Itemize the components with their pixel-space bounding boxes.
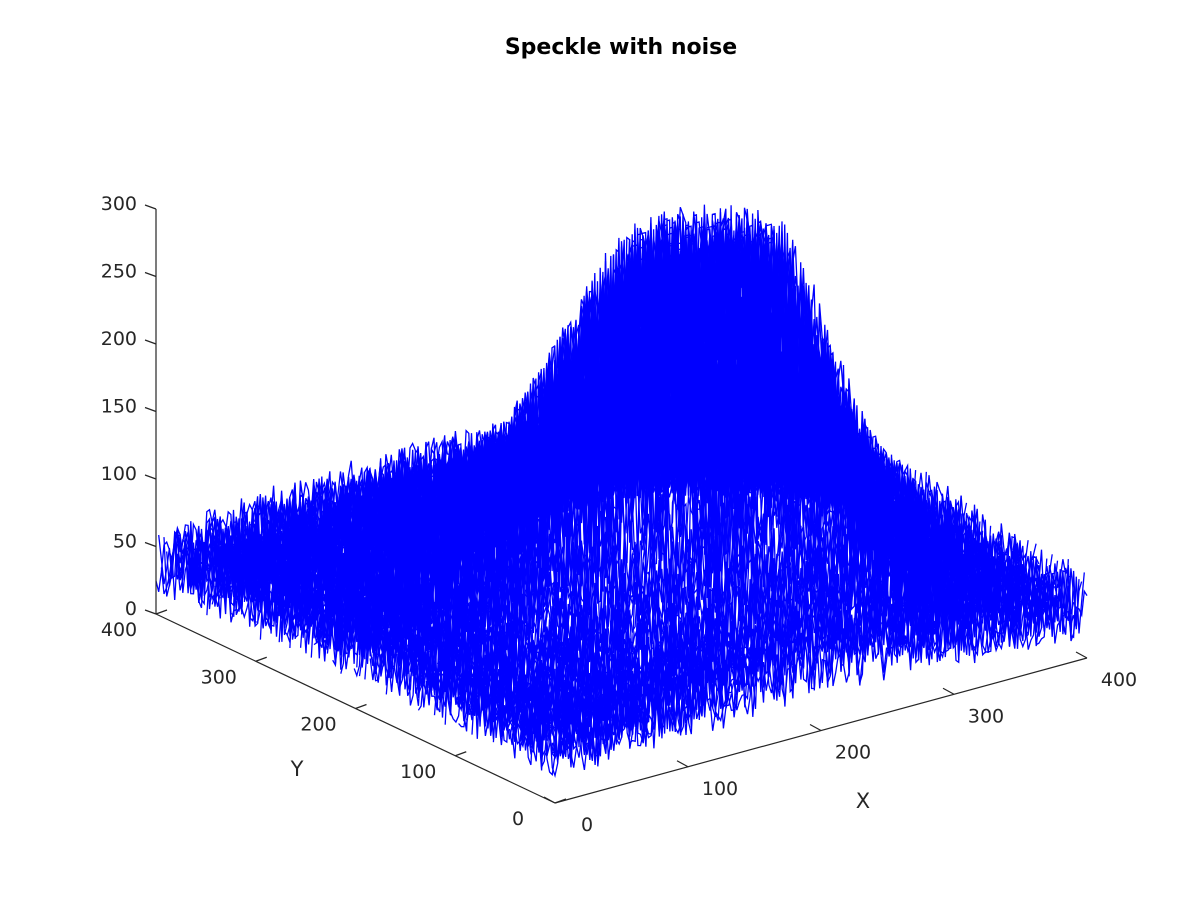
z-tick-mark (144, 406, 157, 413)
z-tick-mark (144, 609, 157, 615)
x-tick-label: 300 (968, 705, 1004, 727)
z-tick-label: 50 (113, 531, 137, 553)
y-tick-mark (355, 703, 367, 710)
x-tick-mark (1075, 651, 1088, 659)
x-tick-mark (676, 760, 689, 768)
z-tick-label: 250 (101, 261, 137, 283)
y-tick-label: 300 (201, 666, 237, 688)
y-tick-mark (255, 656, 267, 662)
z-tick-label: 200 (101, 328, 137, 350)
surface-line (155, 390, 689, 592)
y-axis-label: Y (290, 757, 304, 781)
x-tick-label: 400 (1101, 669, 1137, 691)
ticks: 0100200300400010020030040005010015020025… (101, 193, 1137, 836)
z-tick-label: 150 (101, 396, 137, 418)
y-tick-label: 200 (300, 714, 336, 736)
x-tick-label: 100 (702, 778, 738, 800)
z-tick-mark (144, 271, 157, 278)
y-tick-label: 400 (101, 619, 137, 641)
x-tick-mark (809, 723, 822, 732)
data-layer (155, 204, 1088, 779)
x-axis-label: X (856, 789, 870, 813)
chart-title: Speckle with noise (505, 35, 737, 60)
z-tick-mark (144, 541, 157, 548)
x-tick-label: 0 (581, 814, 593, 836)
y-tick-mark (554, 798, 567, 804)
x-tick-mark (543, 796, 556, 804)
z-tick-mark (144, 204, 157, 210)
y-tick-mark (155, 609, 168, 615)
z-tick-label: 100 (101, 463, 137, 485)
z-tick-mark (144, 339, 157, 345)
y-tick-label: 0 (512, 808, 524, 830)
z-tick-label: 300 (101, 193, 137, 215)
z-tick-label: 0 (125, 598, 137, 620)
x-tick-mark (942, 687, 955, 695)
x-tick-label: 200 (835, 742, 871, 764)
y-tick-mark (455, 751, 467, 757)
y-tick-label: 100 (400, 761, 436, 783)
z-tick-mark (144, 474, 157, 480)
